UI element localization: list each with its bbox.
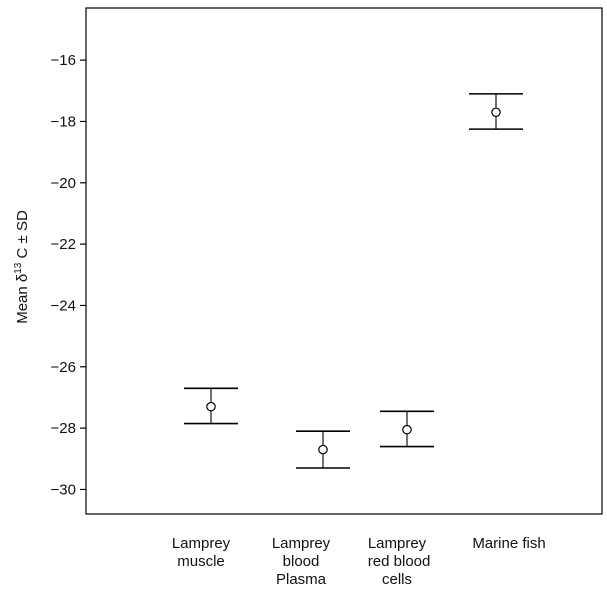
x-category-label: Lamprey red blood cells [364,535,431,588]
x-category-label: Lamprey blood Plasma [272,535,331,588]
mean-marker [318,444,328,455]
y-tick-label: −30 [51,481,76,498]
mean-marker [402,424,412,435]
x-category-label-line: muscle [177,553,225,570]
x-category-label-line: Lamprey [172,535,231,552]
x-category-label-line: Marine fish [472,535,545,552]
x-category-label-line: cells [382,571,412,588]
y-label-suffix: C ± SD [14,210,31,263]
mean-marker [491,107,501,118]
x-category-label: Lamprey muscle [172,535,231,570]
y-label-superscript: 13 [13,262,24,274]
y-tick-label: −18 [51,113,76,130]
y-tick-label: −24 [51,297,76,314]
data-marks [184,93,523,469]
x-category-label-line: Lamprey [368,535,427,552]
x-category-label: Marine fish [472,535,545,552]
x-category-label-line: red blood [364,553,431,570]
y-tick-label: −26 [51,359,76,376]
y-tick-label: −22 [51,236,76,253]
x-category-label-line: Lamprey [272,535,331,552]
y-axis: −30 −28 −26 −24 −22 −20 −18 −16 [51,52,86,498]
y-tick-label: −16 [51,52,76,69]
x-category-label-line: blood [283,553,320,570]
y-label-prefix: Mean δ [14,274,31,324]
plot-frame [85,7,603,515]
y-tick-label: −28 [51,420,76,437]
y-axis-label: Mean δ13 C ± SD [13,210,31,324]
x-category-label-line: Plasma [276,571,327,588]
mean-marker [206,401,216,412]
y-tick-label: −20 [51,175,76,192]
